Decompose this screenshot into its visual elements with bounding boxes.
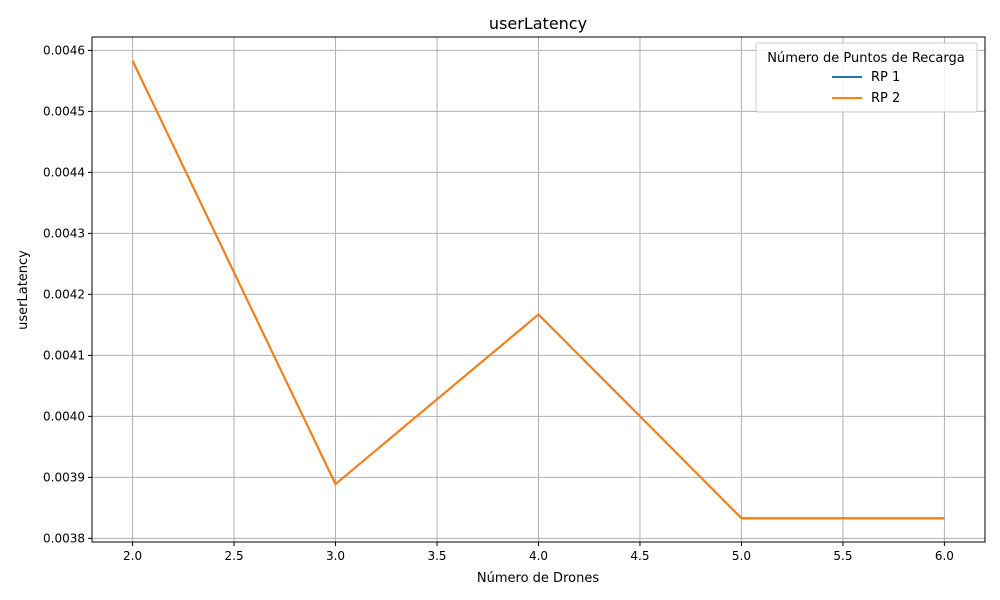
x-axis-label: Número de Drones	[477, 571, 599, 586]
x-tick-label: 2.5	[225, 549, 244, 563]
x-tick-label: 5.0	[732, 549, 751, 563]
series-line-rp-2	[131, 60, 945, 520]
y-tick-label: 0.0043	[43, 226, 85, 240]
legend-items: RP 1 RP 2	[832, 70, 900, 106]
y-tick-label: 0.0039	[43, 470, 85, 484]
x-tick-label: 5.5	[833, 549, 852, 563]
legend-box	[755, 42, 978, 113]
legend-label: RP 1	[871, 70, 900, 85]
x-axis: 2.0 2.5 3.0 3.5 4.0 4.5 5.0 5.5 6.0	[123, 542, 954, 563]
y-tick-label: 0.0045	[43, 104, 85, 118]
y-tick-label: 0.0038	[43, 531, 85, 545]
y-tick-label: 0.0041	[43, 348, 85, 362]
y-tick-label: 0.0044	[43, 165, 85, 179]
y-tick-label: 0.0046	[43, 43, 85, 57]
legend-label: RP 2	[871, 91, 900, 106]
x-tick-label: 6.0	[935, 549, 954, 563]
y-axis-label: userLatency	[16, 250, 31, 330]
y-tick-label: 0.0040	[43, 409, 85, 423]
y-axis: 0.0038 0.0039 0.0040 0.0041 0.0042 0.0043 0.00…	[43, 43, 92, 545]
x-tick-label: 3.0	[326, 549, 345, 563]
x-tick-label: 2.0	[123, 549, 142, 563]
chart-title: userLatency	[489, 14, 587, 33]
x-tick-label: 4.5	[630, 549, 649, 563]
grid-lines	[92, 37, 985, 542]
x-tick-label: 4.0	[529, 549, 548, 563]
x-tick-label: 3.5	[427, 549, 446, 563]
series-lines	[131, 60, 945, 520]
y-tick-label: 0.0042	[43, 287, 85, 301]
legend: Número de Puntos de Recarga RP 1 RP 2	[755, 42, 978, 113]
legend-title: Número de Puntos de Recarga	[767, 51, 964, 66]
